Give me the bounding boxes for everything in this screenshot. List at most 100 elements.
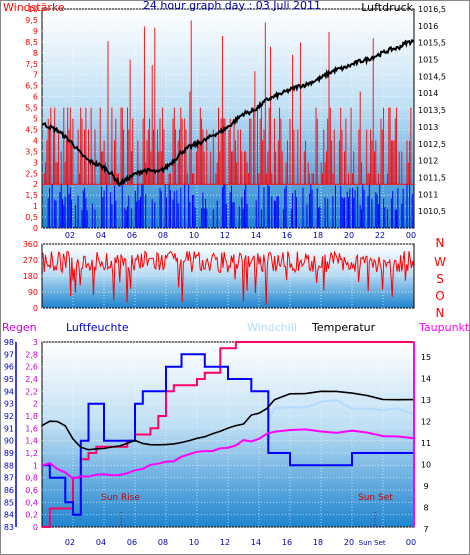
pressure-tick-label: 1010,5 — [418, 207, 446, 216]
x-tick-label: 06 — [127, 538, 137, 547]
x-tick-label: 12 — [220, 538, 230, 547]
rain-tick-label: 2,6 — [25, 363, 38, 372]
rain-tick-label: 2,8 — [25, 350, 38, 359]
temperature-humidity-axes: 8384858687888990919293949596979800,20,40… — [4, 338, 431, 547]
x-tick-label: 04 — [96, 538, 106, 547]
rain-tick-label: 0,2 — [25, 511, 38, 520]
humidity-tick-label: 91 — [4, 424, 14, 433]
pressure-tick-label: 1016 — [418, 22, 438, 31]
x-tick-label: 04 — [96, 231, 106, 240]
wind-tick-label: 6 — [33, 93, 38, 102]
pressure-tick-label: 1013,5 — [418, 106, 446, 115]
wind-tick-label: 5 — [33, 115, 38, 124]
wind-tick-label: 6,5 — [25, 82, 38, 91]
pressure-tick-label: 1015 — [418, 56, 438, 65]
rain-tick-label: 0,6 — [25, 486, 38, 495]
direction-letter: S — [436, 272, 444, 286]
x-tick-label: 16 — [282, 538, 292, 547]
rain-tick-label: 0,8 — [25, 474, 38, 483]
humidity-tick-label: 86 — [4, 486, 14, 495]
x-tick-label: 14 — [251, 231, 261, 240]
wind-tick-label: 2 — [33, 180, 38, 189]
x-tick-label: 08 — [158, 538, 168, 547]
windchill-label: Windchill — [247, 321, 297, 334]
x-tick-label: 08 — [158, 231, 168, 240]
humidity-line — [42, 353, 414, 516]
temp-tick-label: 9 — [423, 482, 428, 491]
x-tick-label: 22 — [375, 231, 385, 240]
pressure-tick-label: 1014,5 — [418, 72, 446, 81]
pressure-line-group — [41, 38, 415, 187]
humidity-tick-label: 85 — [4, 498, 14, 507]
humidity-tick-label: 89 — [4, 449, 14, 458]
direction-tick-label: 0 — [33, 304, 38, 313]
sun-set-tick-label: Sun Set — [359, 539, 386, 547]
rain-tick-label: 3 — [33, 338, 38, 347]
x-tick-label: 10 — [189, 538, 199, 547]
rain-label: Regen — [2, 321, 37, 334]
direction-letter: N — [436, 236, 445, 250]
wind-tick-label: 7 — [33, 71, 38, 80]
temp-tick-label: 13 — [421, 396, 431, 405]
rain-tick-label: 2,4 — [25, 375, 38, 384]
wind-tick-label: 3,5 — [25, 147, 38, 156]
pressure-tick-label: 1013 — [418, 123, 438, 132]
humidity-tick-label: 90 — [4, 437, 14, 446]
humidity-tick-label: 93 — [4, 400, 14, 409]
rain-tick-label: 2,2 — [25, 387, 38, 396]
direction-tick-label: 180 — [23, 272, 38, 281]
wind-direction-line — [42, 250, 415, 305]
wind-tick-label: 8,5 — [25, 38, 38, 47]
rain-tick-label: 1,8 — [25, 412, 38, 421]
humidity-tick-label: 88 — [4, 461, 14, 470]
chart-title: 24 hour graph day : 03 Juli 2011 — [143, 0, 321, 12]
wind-pressure-axes: 0 0,5 1 1,5 2 2,5 3 3,5 4 4,55 5,5 6 6,5 7 7,5 8 8,5 9 9,5… — [25, 5, 446, 240]
wind-tick-label: 4,5 — [25, 125, 38, 134]
x-tick-label: 00 — [406, 538, 416, 547]
wind-direction-line-group — [42, 250, 415, 305]
temp-tick-label: 11 — [421, 439, 431, 448]
humidity-tick-label: 97 — [4, 350, 14, 359]
x-tick-label: 02 — [65, 538, 75, 547]
dewpoint-label: Taupunkt — [418, 321, 470, 334]
humidity-tick-label: 95 — [4, 375, 14, 384]
wind-tick-label: 3 — [33, 158, 38, 167]
rain-tick-label: 1,2 — [25, 449, 38, 458]
pressure-tick-label: 1011 — [418, 190, 438, 199]
rain-tick-label: 2 — [33, 400, 38, 409]
sun-set-label: Sun Set — [358, 493, 393, 503]
dewpoint-line — [41, 428, 415, 480]
direction-tick-label: 270 — [23, 256, 38, 265]
wind-tick-label: 1,5 — [25, 191, 38, 200]
x-tick-label: 20 — [344, 231, 354, 240]
wind-tick-label: 7,5 — [25, 60, 38, 69]
pressure-tick-label: 1015,5 — [418, 39, 446, 48]
x-tick-label: 16 — [282, 231, 292, 240]
humidity-tick-label: 96 — [4, 363, 14, 372]
temp-tick-label: 7 — [423, 525, 428, 534]
x-tick-label: 18 — [313, 538, 323, 547]
x-tick-label: 18 — [313, 231, 323, 240]
pressure-tick-label: 1012,5 — [418, 140, 446, 149]
sun-rise-label: Sun Rise — [101, 493, 140, 503]
temperature-humidity-lines — [41, 341, 415, 528]
wind-tick-label: 10 — [28, 5, 38, 14]
wind-tick-label: 9 — [33, 27, 38, 36]
rain-tick-label: 1,4 — [25, 437, 38, 446]
x-tick-label: 10 — [189, 231, 199, 240]
windchill-line — [265, 399, 415, 425]
humidity-label: Luftfeuchte — [66, 321, 129, 334]
temp-tick-label: 10 — [421, 460, 431, 469]
pressure-tick-label: 1011,5 — [418, 173, 446, 182]
direction-letter: W — [434, 255, 446, 269]
humidity-tick-label: 92 — [4, 412, 14, 421]
temp-tick-label: 15 — [421, 353, 431, 362]
wind-tick-label: 9,5 — [25, 16, 38, 25]
pressure-line — [41, 38, 415, 187]
pressure-tick-label: 1014 — [418, 89, 438, 98]
pressure-tick-label: 1012 — [418, 157, 438, 166]
wind-tick-label: 5,5 — [25, 104, 38, 113]
